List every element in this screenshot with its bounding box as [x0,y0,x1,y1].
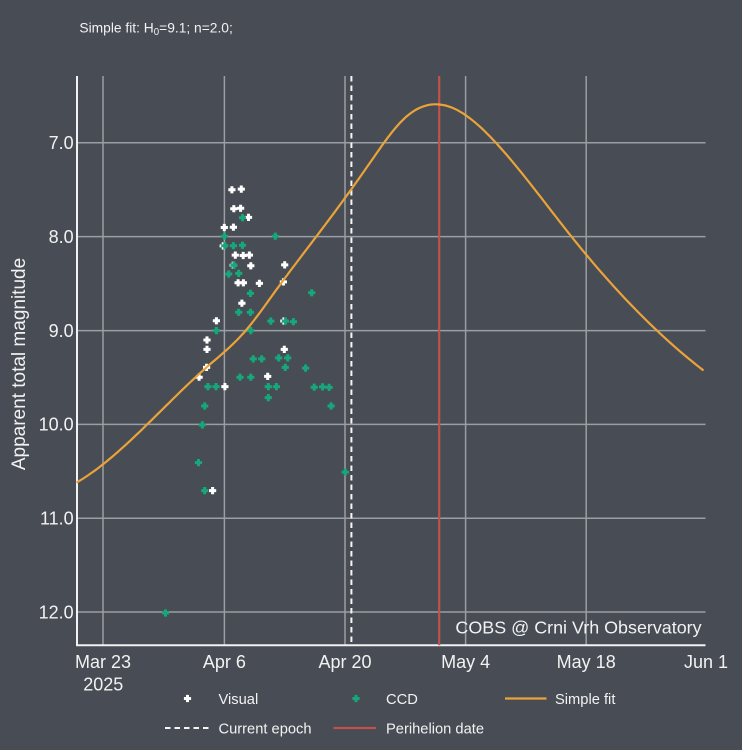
svg-text:May 18: May 18 [557,652,616,672]
svg-text:Mar 23: Mar 23 [75,652,131,672]
svg-text:Perihelion date: Perihelion date [386,721,484,737]
svg-text:2025: 2025 [83,675,123,695]
svg-text:Jun 1: Jun 1 [684,652,728,672]
svg-text:May 4: May 4 [441,652,490,672]
svg-text:Simple fit: Simple fit [555,692,615,708]
svg-text:Current epoch: Current epoch [219,721,312,737]
svg-text:Apparent total magnitude: Apparent total magnitude [9,258,30,470]
svg-text:10.0: 10.0 [39,415,74,435]
svg-text:Apr 20: Apr 20 [318,652,371,672]
svg-text:Visual: Visual [219,692,259,708]
svg-text:7.0: 7.0 [49,133,74,153]
svg-text:8.0: 8.0 [49,227,74,247]
svg-text:COBS @ Crni Vrh Observatory: COBS @ Crni Vrh Observatory [455,617,701,637]
svg-text:CCD: CCD [386,692,418,708]
svg-text:Apr 6: Apr 6 [203,652,246,672]
svg-text:12.0: 12.0 [39,602,74,622]
svg-text:11.0: 11.0 [40,509,74,529]
svg-text:Simple fit: H0=9.1; n=2.0;: Simple fit: H0=9.1; n=2.0; [79,21,232,38]
svg-text:9.0: 9.0 [49,321,74,341]
